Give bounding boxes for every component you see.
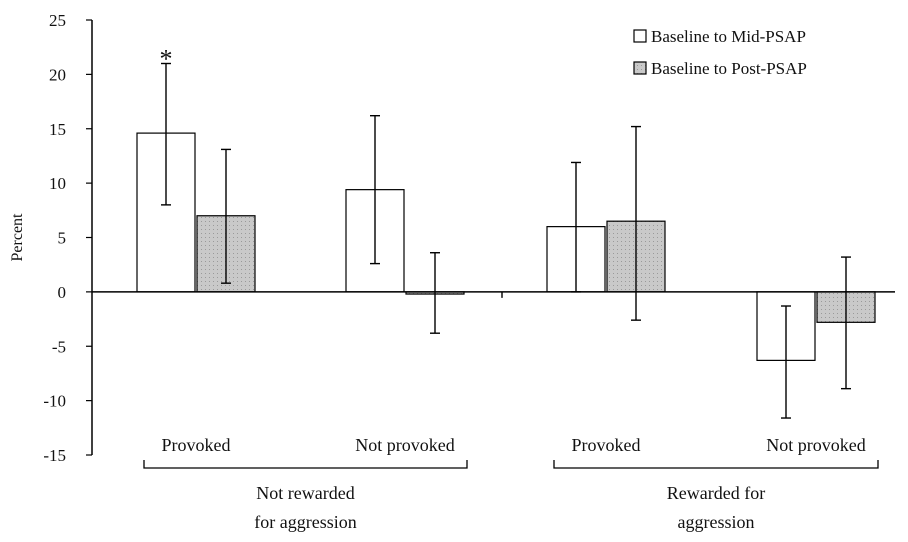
category-label: Provoked [572,435,641,455]
y-tick-label: 20 [49,65,66,84]
category-label: Not provoked [355,435,454,455]
group-bracket [143,460,468,469]
bar-layer [136,132,876,361]
y-tick-label: -5 [52,337,66,356]
y-tick-label: -10 [43,392,66,411]
error-bar-layer [161,62,851,419]
legend-label: Baseline to Mid-PSAP [651,27,806,46]
legend-swatch [633,61,647,75]
y-tick-label: 5 [58,229,67,248]
y-tick-label: -15 [43,446,66,465]
category-label: Provoked [162,435,231,455]
y-tick-label: 0 [58,283,67,302]
group-label-line2: aggression [678,512,755,532]
label-layer: * Provoked Not provoked Provoked Not provoke… [143,45,879,532]
group-label-line1: Rewarded for [667,483,765,503]
y-tick-label: 25 [49,11,66,30]
group-bracket [553,460,879,469]
category-label: Not provoked [766,435,865,455]
axes-layer: -15 -10 -5 0 5 10 15 20 25 Percent [9,11,895,465]
group-label-line2: for aggression [254,512,356,532]
group-label-line1: Not rewarded [256,483,354,503]
legend-label: Baseline to Post-PSAP [651,59,807,78]
y-tick-label: 10 [49,174,66,193]
significance-asterisk: * [160,45,173,74]
legend: Baseline to Mid-PSAP Baseline to Post-PSA… [633,27,807,78]
legend-swatch [633,29,647,43]
y-axis-title: Percent [9,213,26,262]
y-tick-label: 15 [49,120,66,139]
